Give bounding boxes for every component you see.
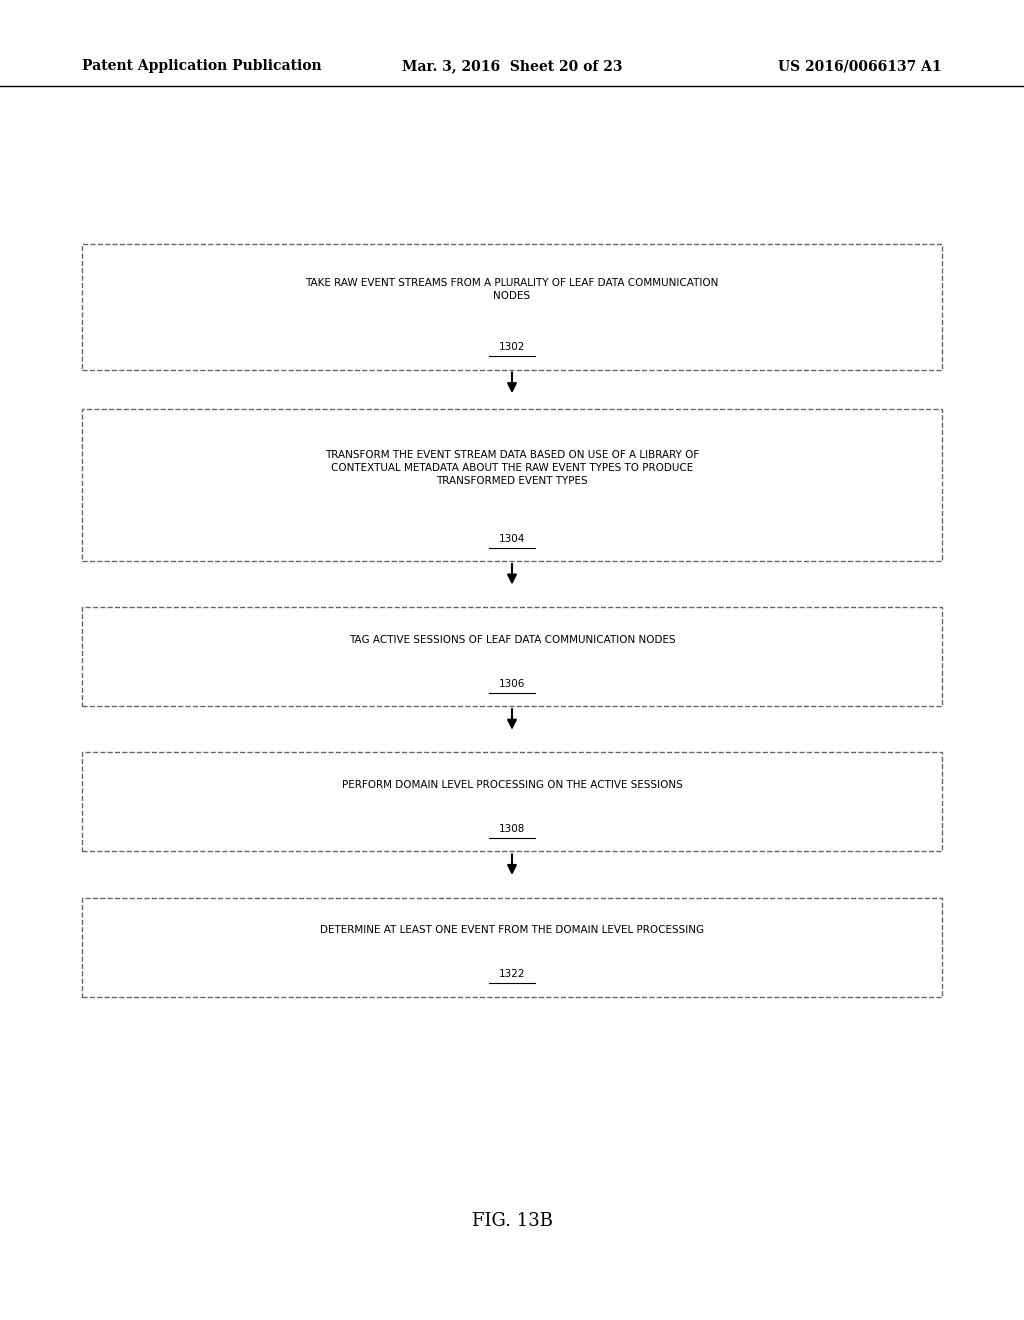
FancyBboxPatch shape — [82, 752, 942, 851]
Text: PERFORM DOMAIN LEVEL PROCESSING ON THE ACTIVE SESSIONS: PERFORM DOMAIN LEVEL PROCESSING ON THE A… — [342, 780, 682, 789]
Text: Patent Application Publication: Patent Application Publication — [82, 59, 322, 74]
Text: DETERMINE AT LEAST ONE EVENT FROM THE DOMAIN LEVEL PROCESSING: DETERMINE AT LEAST ONE EVENT FROM THE DO… — [319, 925, 705, 935]
FancyBboxPatch shape — [82, 607, 942, 706]
Text: TAKE RAW EVENT STREAMS FROM A PLURALITY OF LEAF DATA COMMUNICATION
NODES: TAKE RAW EVENT STREAMS FROM A PLURALITY … — [305, 279, 719, 301]
Text: 1304: 1304 — [499, 533, 525, 544]
Text: 1308: 1308 — [499, 824, 525, 834]
FancyBboxPatch shape — [82, 898, 942, 997]
FancyBboxPatch shape — [82, 409, 942, 561]
Text: TRANSFORM THE EVENT STREAM DATA BASED ON USE OF A LIBRARY OF
CONTEXTUAL METADATA: TRANSFORM THE EVENT STREAM DATA BASED ON… — [325, 450, 699, 486]
Text: FIG. 13B: FIG. 13B — [471, 1212, 553, 1230]
Text: US 2016/0066137 A1: US 2016/0066137 A1 — [778, 59, 942, 74]
Text: 1322: 1322 — [499, 969, 525, 979]
Text: 1306: 1306 — [499, 678, 525, 689]
FancyBboxPatch shape — [82, 244, 942, 370]
Text: 1302: 1302 — [499, 342, 525, 352]
Text: Mar. 3, 2016  Sheet 20 of 23: Mar. 3, 2016 Sheet 20 of 23 — [401, 59, 623, 74]
Text: TAG ACTIVE SESSIONS OF LEAF DATA COMMUNICATION NODES: TAG ACTIVE SESSIONS OF LEAF DATA COMMUNI… — [349, 635, 675, 644]
